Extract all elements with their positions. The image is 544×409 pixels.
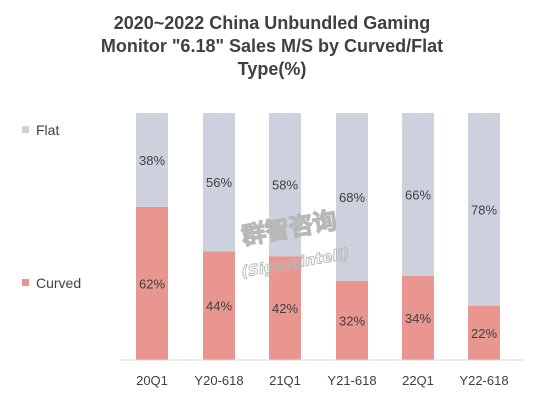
bar-flat-22q1 [402, 113, 434, 277]
data-label-curved-21q1: 42% [272, 301, 298, 316]
data-label-flat-22q1: 66% [405, 188, 431, 203]
bar-flat-y22-618 [468, 113, 500, 306]
chart-title-line-3: Type(%) [237, 59, 307, 79]
legend-swatch-curved [22, 279, 29, 286]
x-tick-label-22q1: 22Q1 [402, 373, 434, 388]
x-tick-label-21q1: 21Q1 [269, 373, 301, 388]
bars [136, 113, 500, 360]
data-label-curved-y22-618: 22% [471, 326, 497, 341]
bar-curved-y22-618 [468, 305, 500, 360]
x-tick-labels: 20Q1 Y20-618 21Q1 Y21-618 22Q1 Y22-618 [136, 373, 508, 388]
legend-label-curved: Curved [36, 275, 81, 291]
bar-curved-y20-618 [203, 251, 235, 360]
data-label-flat-y22-618: 78% [471, 202, 497, 217]
data-label-curved-y20-618: 44% [206, 299, 232, 314]
chart-title: 2020~2022 China Unbundled Gaming Monitor… [0, 12, 544, 81]
bar-flat-21q1 [269, 113, 301, 257]
data-label-flat-20q1: 38% [139, 153, 165, 168]
legend-label-flat: Flat [36, 122, 59, 138]
bar-flat-y20-618 [203, 113, 235, 252]
legend: Flat Curved [22, 122, 81, 291]
data-label-flat-y20-618: 56% [206, 175, 232, 190]
x-tick-label-y20-618: Y20-618 [194, 373, 243, 388]
chart-title-line-2: Monitor "6.18" Sales M/S by Curved/Flat [100, 36, 444, 56]
x-tick-label-y22-618: Y22-618 [459, 373, 508, 388]
bar-curved-22q1 [402, 276, 434, 360]
bar-flat-y21-618 [336, 113, 368, 281]
x-tick-label-y21-618: Y21-618 [327, 373, 376, 388]
data-label-curved-22q1: 34% [405, 311, 431, 326]
bar-flat-20q1 [136, 113, 168, 207]
bar-curved-y21-618 [336, 280, 368, 360]
data-label-curved-y21-618: 32% [339, 313, 365, 328]
data-label-flat-21q1: 58% [272, 178, 298, 193]
bar-curved-20q1 [136, 206, 168, 360]
data-label-flat-y21-618: 68% [339, 190, 365, 205]
data-labels: 62% 38% 44% 56% 42% 58% 32% 68% 34% 66% 22% 78% [139, 153, 497, 341]
chart-title-line-1: 2020~2022 China Unbundled Gaming [113, 13, 431, 33]
bar-curved-21q1 [269, 256, 301, 360]
x-tick-label-20q1: 20Q1 [136, 373, 168, 388]
data-label-curved-20q1: 62% [139, 276, 165, 291]
legend-swatch-flat [22, 126, 29, 133]
